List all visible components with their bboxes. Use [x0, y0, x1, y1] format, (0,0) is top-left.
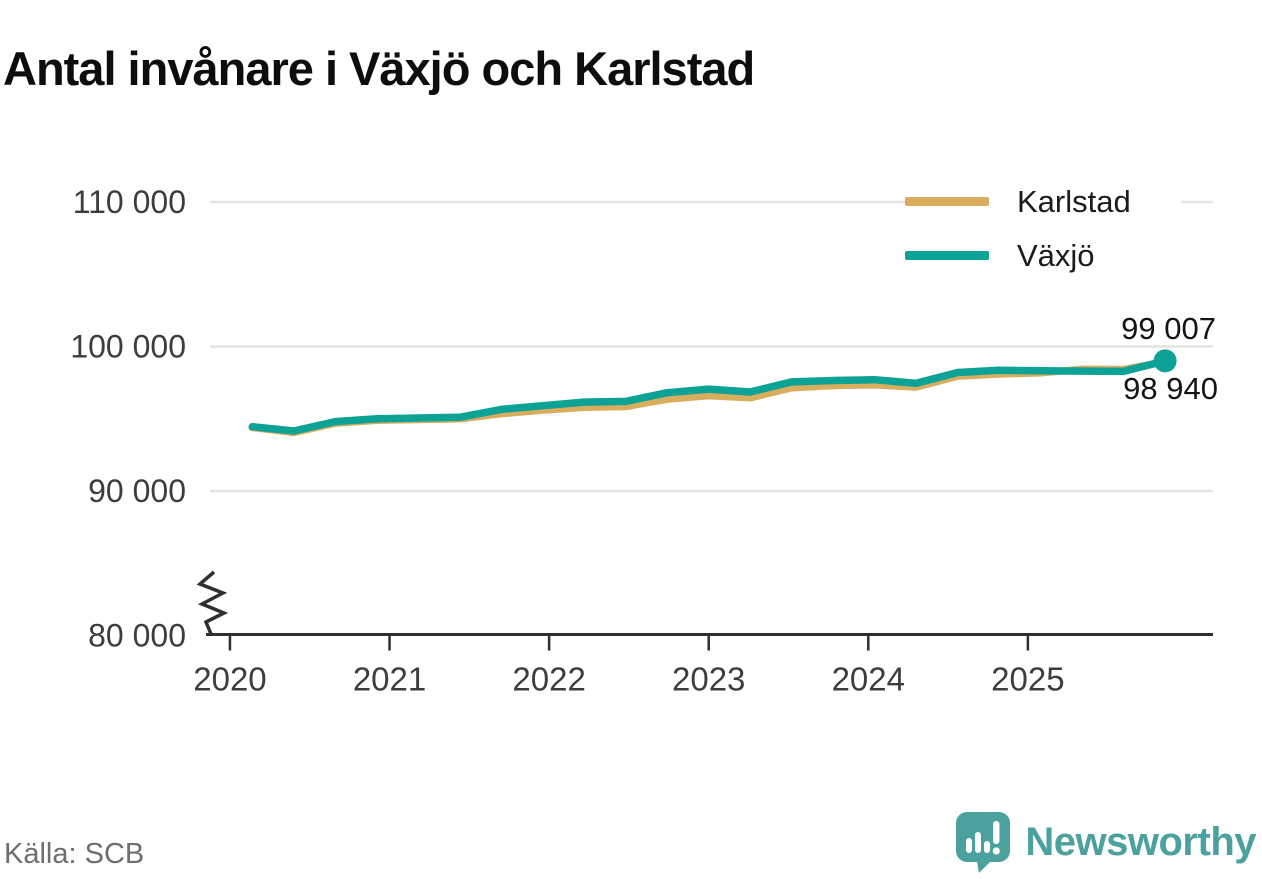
karlstad-line-swatch [905, 197, 989, 206]
x-axis-label-2024: 2024 [832, 661, 905, 698]
y-axis-label-110000: 110 000 [73, 184, 186, 220]
newsworthy-wordmark: Newsworthy [1025, 819, 1256, 864]
axis-break-symbol [196, 570, 229, 635]
y-axis-label-90000: 90 000 [88, 473, 186, 509]
x-axis-label-2023: 2023 [672, 661, 745, 698]
end-value-label-vaxjo: 99 007 [1121, 311, 1216, 346]
x-axis-label-2021: 2021 [353, 661, 426, 698]
legend-label-karlstad: Karlstad [1017, 184, 1131, 219]
y-axis-label-80000: 80 000 [88, 618, 186, 654]
legend-item-karlstad: Karlstad [905, 183, 1181, 220]
newsworthy-bar-chart-bubble-icon [956, 812, 1011, 873]
legend-item-vaxjo: Växjö [905, 237, 1181, 274]
y-axis-label-100000: 100 000 [70, 329, 186, 365]
vaxjo-line-swatch [905, 251, 989, 260]
x-axis-label-2020: 2020 [193, 661, 266, 698]
series-line-växjö [248, 357, 1169, 435]
chart-title: Antal invånare i Växjö och Karlstad [3, 42, 755, 96]
newsworthy-logo: Newsworthy [954, 808, 1256, 876]
end-value-label-karlstad: 98 940 [1123, 371, 1218, 406]
x-axis-label-2025: 2025 [991, 661, 1064, 698]
series-end-dot-växjö [1153, 349, 1177, 373]
legend: Karlstad Växjö [905, 183, 1181, 274]
legend-label-vaxjo: Växjö [1017, 238, 1095, 273]
source-caption: Källa: SCB [4, 838, 145, 870]
x-axis-label-2022: 2022 [512, 661, 585, 698]
